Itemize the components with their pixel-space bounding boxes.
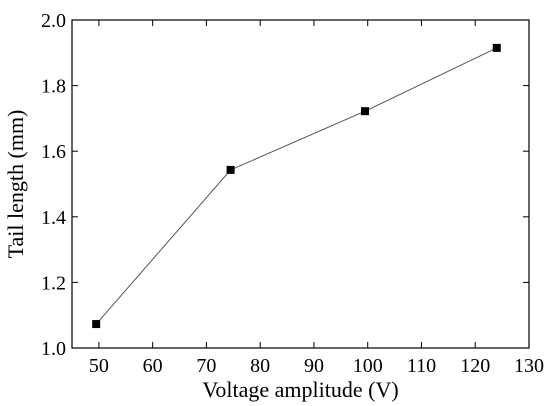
- x-tick-label: 100: [353, 355, 383, 377]
- y-tick-label: 1.6: [41, 141, 66, 163]
- data-point-marker: [361, 107, 370, 116]
- y-axis-title: Tail length (mm): [3, 110, 28, 259]
- y-tick-label: 1.2: [41, 272, 66, 294]
- x-tick-label: 120: [460, 355, 490, 377]
- x-tick-label: 70: [196, 355, 216, 377]
- x-tick-label: 60: [143, 355, 163, 377]
- data-point-marker: [492, 43, 501, 52]
- plot-frame: [71, 19, 530, 349]
- x-tick-label: 130: [514, 355, 544, 377]
- y-tick-label: 1.0: [41, 338, 66, 360]
- y-tick-label: 1.4: [41, 207, 66, 229]
- x-tick-label: 50: [89, 355, 109, 377]
- x-axis-title: Voltage amplitude (V): [202, 377, 398, 402]
- data-point-marker: [226, 165, 235, 174]
- series-line: [95, 47, 497, 325]
- x-tick-label: 110: [407, 355, 436, 377]
- series-layer: [92, 43, 501, 329]
- x-tick-label: 80: [250, 355, 270, 377]
- y-tick-label: 2.0: [41, 10, 66, 32]
- x-tick-label: 90: [304, 355, 324, 377]
- axis-ticks: 50 60 70 80 90 100 110 120 130 1.0 1.2 1.4 1.6 1.8 2.0: [41, 10, 544, 377]
- data-point-marker: [92, 320, 101, 329]
- y-tick-label: 1.8: [41, 76, 66, 98]
